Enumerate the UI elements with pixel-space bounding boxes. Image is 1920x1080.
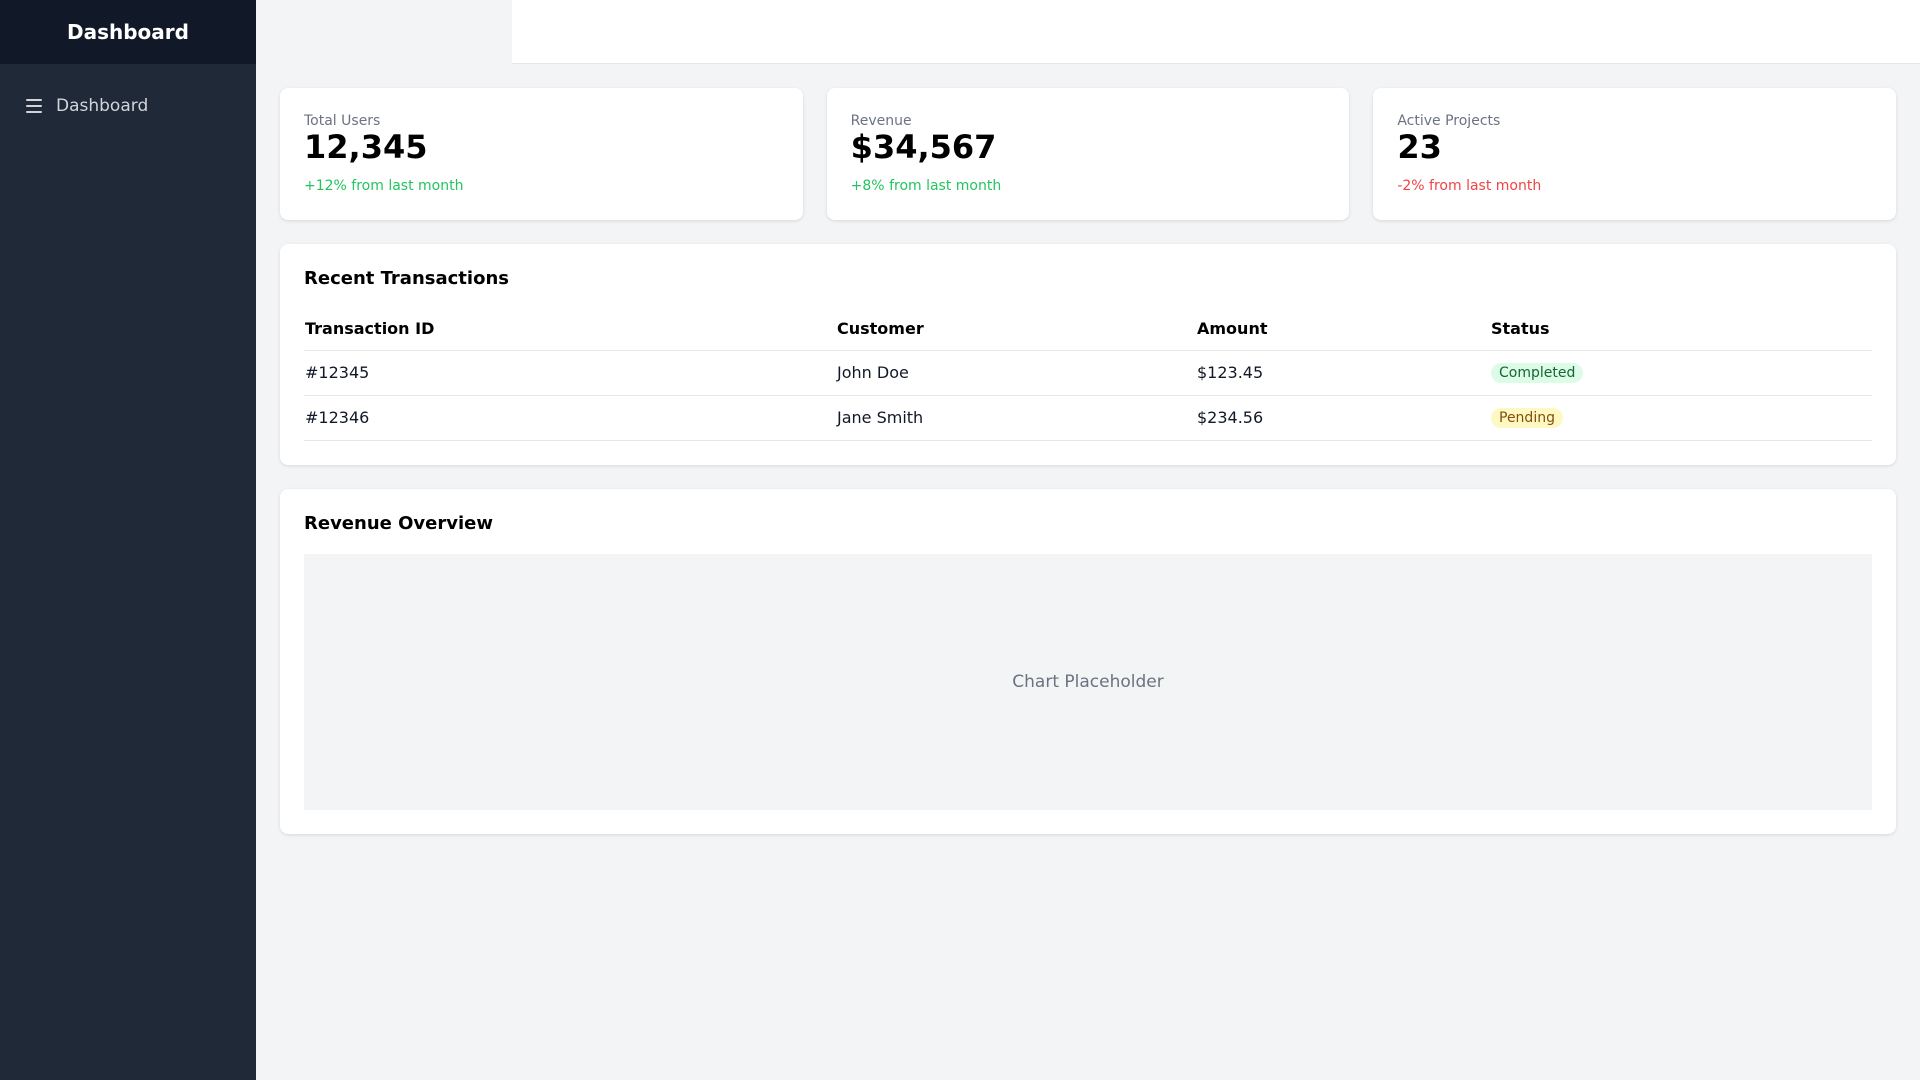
chart-placeholder-label: Chart Placeholder bbox=[1012, 671, 1164, 692]
stat-label: Revenue bbox=[850, 113, 912, 129]
stat-value: 23 bbox=[1397, 128, 1442, 166]
sidebar-item-dashboard[interactable]: Dashboard bbox=[0, 88, 256, 124]
status-badge: Completed bbox=[1491, 363, 1584, 383]
status-badge: Pending bbox=[1491, 408, 1563, 428]
table-row: #12345 John Doe $123.45 Completed bbox=[304, 350, 1872, 396]
sidebar-header: Dashboard bbox=[0, 0, 256, 64]
table-header-row: Transaction ID Customer Amount Status bbox=[304, 307, 1872, 351]
cell-transaction-id: #12345 bbox=[304, 350, 836, 396]
table-row: #12346 Jane Smith $234.56 Pending bbox=[304, 395, 1872, 441]
recent-transactions-panel: Recent Transactions Transaction ID Custo… bbox=[280, 244, 1896, 465]
chart-placeholder: Chart Placeholder bbox=[304, 553, 1872, 810]
sidebar-title: Dashboard bbox=[67, 20, 189, 44]
sidebar-nav: Dashboard bbox=[0, 64, 256, 124]
cell-status: Completed bbox=[1490, 350, 1872, 396]
content: Total Users 12,345 +12% from last month … bbox=[280, 88, 1897, 834]
sidebar: Dashboard Dashboard bbox=[0, 0, 256, 1080]
menu-icon bbox=[26, 99, 42, 113]
top-bar bbox=[512, 0, 1920, 64]
main-area: Total Users 12,345 +12% from last month … bbox=[256, 0, 1920, 1080]
stat-change: -2% from last month bbox=[1397, 178, 1542, 195]
column-header-amount: Amount bbox=[1196, 307, 1490, 351]
stat-label: Total Users bbox=[304, 113, 381, 129]
cell-amount: $234.56 bbox=[1196, 395, 1490, 441]
stat-value: $34,567 bbox=[850, 128, 997, 166]
stat-card-active-projects: Active Projects 23 -2% from last month bbox=[1373, 88, 1897, 220]
cell-customer: John Doe bbox=[836, 350, 1196, 396]
stat-card-revenue: Revenue $34,567 +8% from last month bbox=[826, 88, 1350, 220]
stat-label: Active Projects bbox=[1397, 113, 1501, 129]
transactions-table: Transaction ID Customer Amount Status #1… bbox=[304, 307, 1872, 441]
cell-amount: $123.45 bbox=[1196, 350, 1490, 396]
cell-customer: Jane Smith bbox=[836, 395, 1196, 441]
column-header-status: Status bbox=[1490, 307, 1872, 351]
column-header-transaction-id: Transaction ID bbox=[304, 307, 836, 351]
cell-transaction-id: #12346 bbox=[304, 395, 836, 441]
stat-card-total-users: Total Users 12,345 +12% from last month bbox=[280, 88, 803, 220]
stat-change: +8% from last month bbox=[850, 178, 1002, 195]
sidebar-item-label: Dashboard bbox=[56, 96, 149, 116]
panel-title: Revenue Overview bbox=[304, 512, 493, 534]
cell-status: Pending bbox=[1490, 395, 1872, 441]
stats-row: Total Users 12,345 +12% from last month … bbox=[280, 88, 1897, 220]
stat-change: +12% from last month bbox=[304, 178, 464, 195]
column-header-customer: Customer bbox=[836, 307, 1196, 351]
panel-title: Recent Transactions bbox=[304, 268, 509, 289]
stat-value: 12,345 bbox=[304, 128, 428, 166]
revenue-overview-panel: Revenue Overview Chart Placeholder bbox=[280, 488, 1896, 834]
